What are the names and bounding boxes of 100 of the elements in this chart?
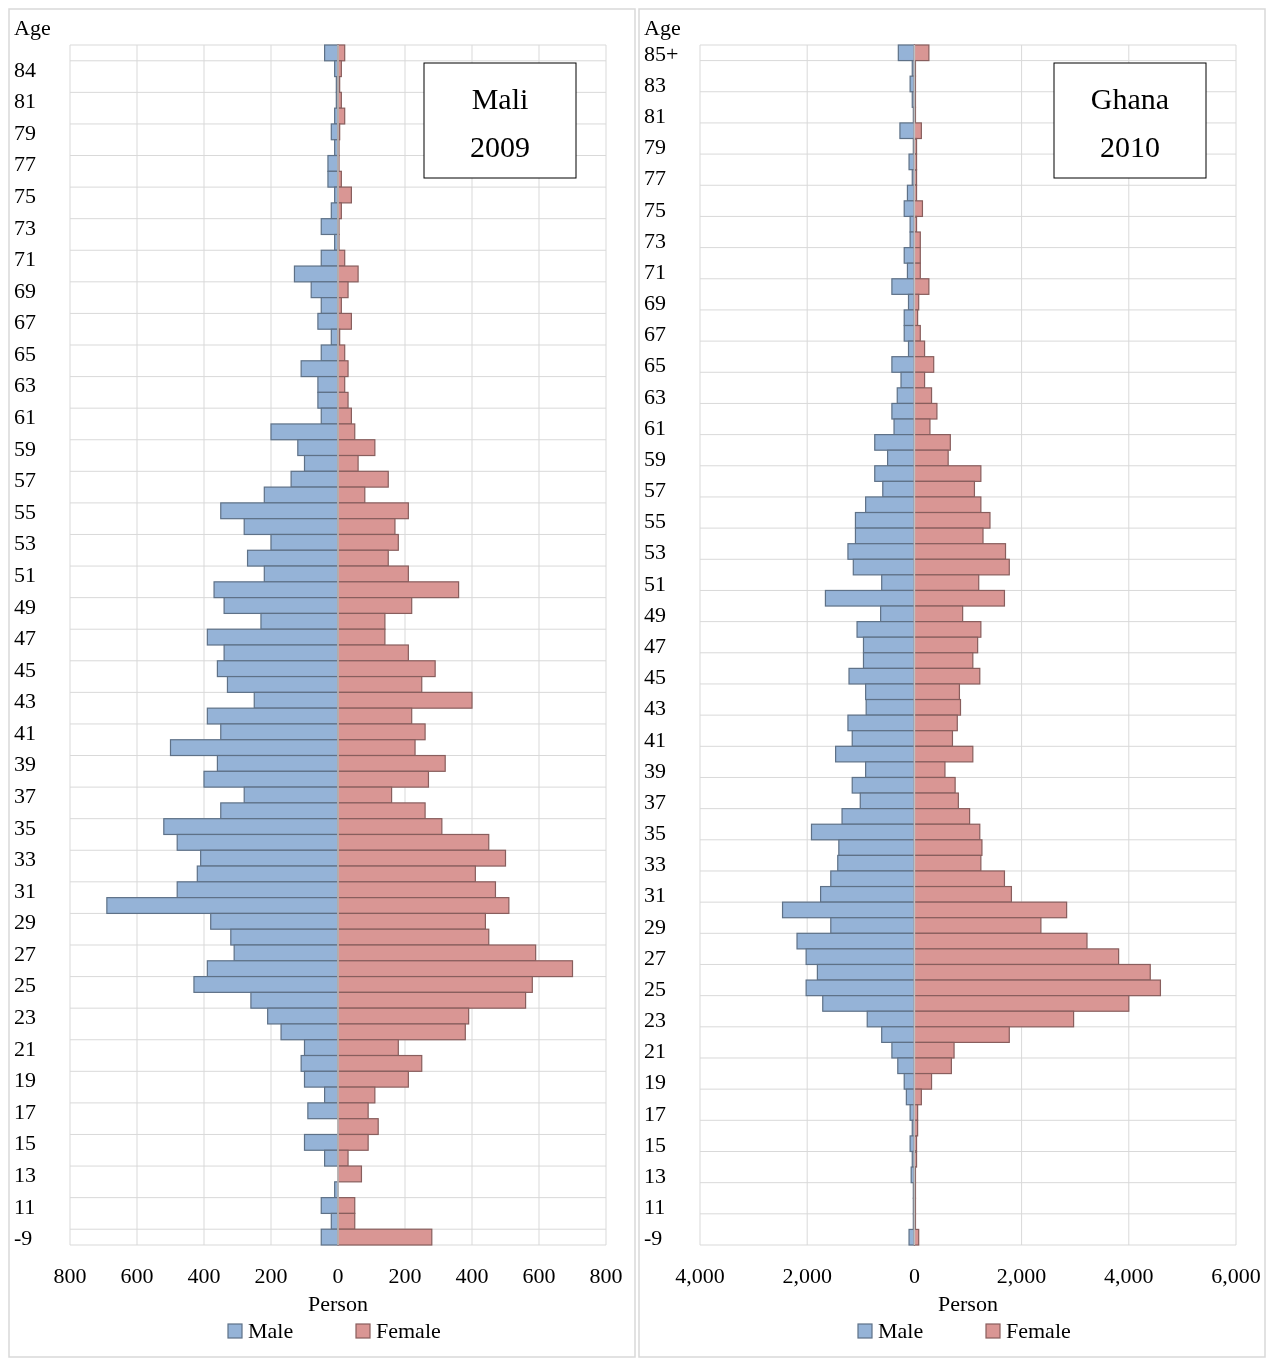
y-tick-label: 45 [644, 664, 666, 690]
y-tick-label: 13 [14, 1161, 36, 1187]
x-tick-label: 600 [522, 1263, 556, 1288]
y-tick-label: 29 [14, 909, 36, 935]
x-tick-label: 600 [120, 1263, 154, 1288]
y-tick-label: 65 [644, 352, 666, 378]
x-tick-label: 4,000 [1104, 1263, 1154, 1288]
x-tick-label: 800 [53, 1263, 87, 1288]
x-tick-label: 4,000 [675, 1263, 725, 1288]
y-tick-label: 39 [644, 757, 666, 783]
legend-label: Female [1006, 1318, 1071, 1343]
y-tick-label: 37 [644, 788, 666, 814]
legend-label: Female [376, 1318, 441, 1343]
y-tick-label: 27 [644, 944, 666, 970]
y-tick-label: 57 [644, 477, 666, 503]
y-tick-label: 61 [644, 414, 666, 440]
y-tick-label: 59 [644, 445, 666, 471]
text: Ghana [1090, 82, 1170, 115]
y-tick-label: 69 [644, 290, 666, 316]
y-tick-label: 21 [644, 1038, 666, 1064]
y-tick-label: 77 [644, 165, 666, 191]
y-tick-label: 43 [644, 695, 666, 721]
x-axis-title: Person [938, 1291, 998, 1316]
y-tick-label: 15 [644, 1131, 666, 1157]
y-tick-label: 51 [644, 570, 666, 596]
legend-label: Male [878, 1318, 924, 1343]
y-tick-label: 31 [644, 882, 666, 908]
y-tick-label: 17 [644, 1100, 666, 1126]
y-tick-label: 55 [644, 508, 666, 534]
x-tick-label: 800 [589, 1263, 623, 1288]
y-axis-title: Age [644, 15, 681, 40]
y-tick-label: 19 [14, 1067, 36, 1093]
y-tick-label: 11 [14, 1193, 36, 1219]
y-tick-label: 55 [14, 498, 36, 524]
y-tick-label: 35 [644, 820, 666, 846]
y-tick-label: 13 [644, 1162, 666, 1188]
y-tick-label: 83 [644, 71, 666, 97]
y-tick-label: 71 [644, 258, 666, 284]
y-tick-label: 51 [14, 561, 36, 587]
y-tick-label: 45 [14, 656, 36, 682]
y-tick-label: 33 [644, 851, 666, 877]
y-tick-label: 41 [14, 719, 36, 745]
y-tick-label: 77 [14, 151, 36, 177]
y-tick-label: 31 [14, 877, 36, 903]
text: 2010 [1100, 130, 1160, 163]
y-tick-label: 85+ [644, 40, 679, 66]
y-tick-label: 27 [14, 940, 36, 966]
y-tick-label: 73 [14, 214, 36, 240]
y-tick-label: 79 [14, 119, 36, 145]
y-tick-label: -9 [644, 1225, 663, 1251]
y-tick-label: 29 [644, 913, 666, 939]
y-tick-label: 61 [14, 404, 36, 430]
y-tick-label: 71 [14, 246, 36, 272]
y-tick-label: 67 [644, 321, 666, 347]
x-tick-label: 200 [254, 1263, 288, 1288]
x-tick-label: 0 [332, 1263, 344, 1288]
y-tick-label: 53 [14, 530, 36, 556]
y-tick-label: 11 [644, 1194, 666, 1220]
y-tick-label: 23 [14, 1004, 36, 1030]
y-tick-label: 19 [644, 1069, 666, 1095]
y-tick-label: 25 [644, 975, 666, 1001]
y-tick-label: 23 [644, 1007, 666, 1033]
y-tick-label: 47 [14, 625, 36, 651]
x-tick-label: 400 [187, 1263, 221, 1288]
y-axis-title: Age [14, 15, 51, 40]
y-tick-label: 59 [14, 435, 36, 461]
y-tick-label: -9 [14, 1225, 33, 1251]
x-tick-label: 2,000 [996, 1263, 1047, 1288]
y-tick-label: 49 [644, 601, 666, 627]
x-tick-label: 0 [908, 1263, 920, 1288]
y-tick-label: 75 [644, 196, 666, 222]
y-tick-label: 47 [644, 633, 666, 658]
y-tick-label: 67 [14, 309, 36, 335]
y-tick-label: 15 [14, 1130, 36, 1156]
y-tick-label: 37 [14, 783, 36, 808]
y-tick-label: 33 [14, 846, 36, 872]
y-tick-label: 63 [644, 383, 666, 409]
y-tick-label: 39 [14, 751, 36, 777]
y-tick-label: 75 [14, 183, 36, 208]
legend-label: Male [248, 1318, 294, 1343]
x-tick-label: 2,000 [782, 1263, 832, 1288]
y-tick-label: 43 [14, 688, 36, 714]
y-tick-label: 25 [14, 972, 36, 998]
x-tick-label: 6,000 [1211, 1263, 1261, 1288]
x-tick-label: 200 [388, 1263, 422, 1288]
x-tick-label: 400 [455, 1263, 489, 1288]
y-tick-label: 81 [14, 88, 36, 114]
y-tick-label: 84 [14, 56, 36, 82]
y-tick-label: 79 [644, 134, 666, 160]
y-tick-label: 81 [644, 103, 666, 129]
y-tick-label: 21 [14, 1035, 36, 1061]
y-tick-label: 69 [14, 277, 36, 303]
y-tick-label: 53 [644, 539, 666, 565]
y-tick-label: 49 [14, 593, 36, 619]
y-tick-label: 57 [14, 467, 36, 493]
y-tick-label: 41 [644, 726, 666, 752]
y-tick-label: 17 [14, 1098, 36, 1124]
y-tick-label: 63 [14, 372, 36, 398]
y-tick-label: 35 [14, 814, 36, 840]
text: 2009 [470, 130, 530, 163]
